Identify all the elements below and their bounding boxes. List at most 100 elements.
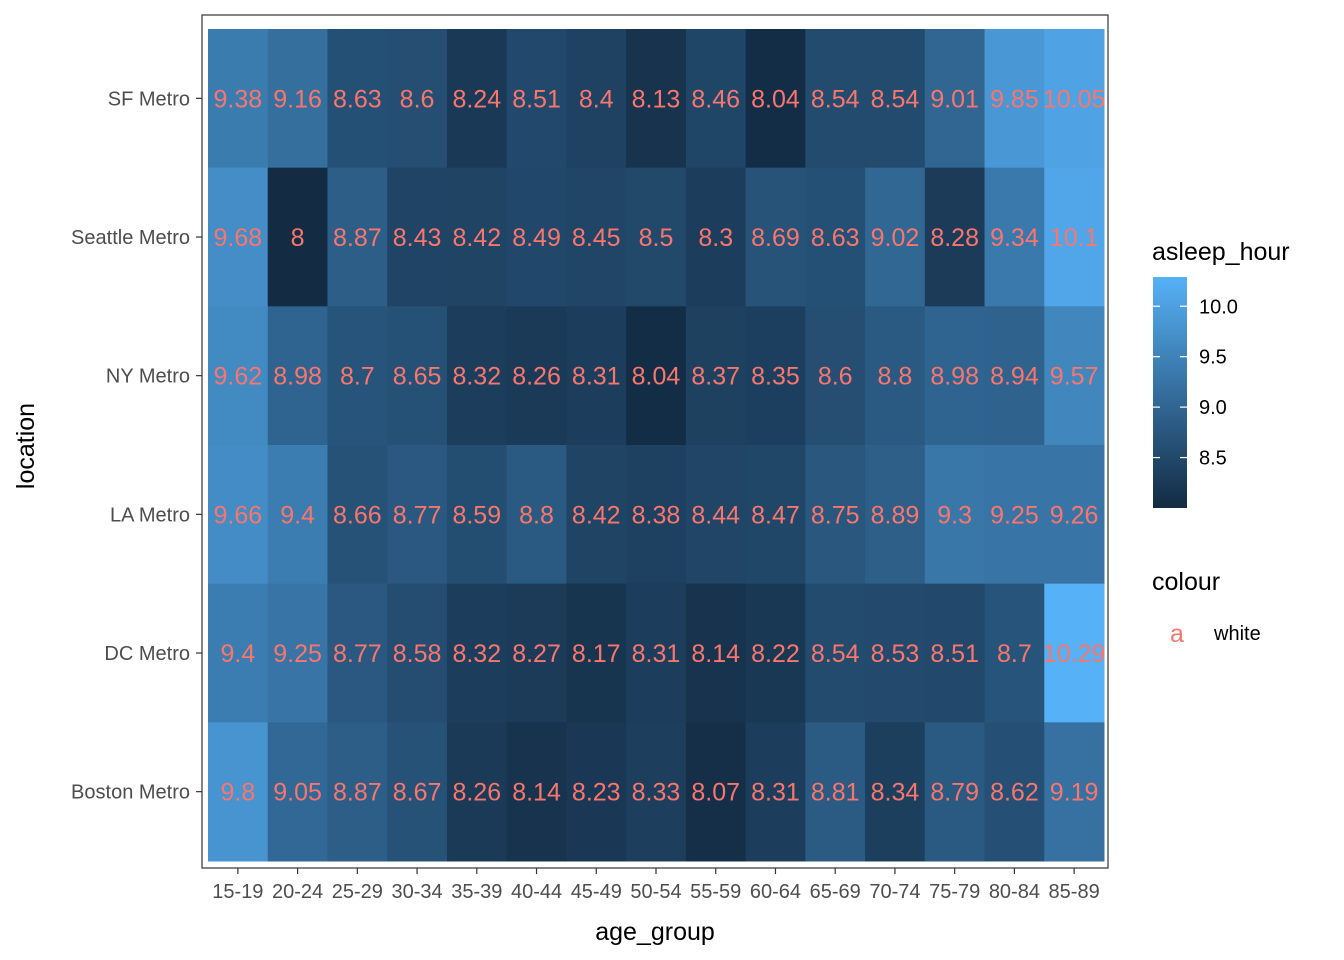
tile-value-label: 9.4 [280,501,315,529]
tile-value-label: 9.85 [990,85,1039,113]
colour-legend-label: white [1213,623,1261,645]
heatmap-tile [865,445,926,585]
tile-value-label: 9.3 [937,501,972,529]
tile-value-label: 8.8 [519,501,554,529]
x-tick-label: 85-89 [1049,881,1100,903]
panel-border [201,14,1109,869]
tile-value-label: 10.1 [1050,224,1099,252]
heatmap-tile [208,167,269,307]
heatmap-tile [805,722,866,862]
tile-value-label: 8.6 [400,85,435,113]
tile-value-label: 8.7 [340,363,375,391]
heatmap-tile [984,445,1045,585]
tile-value-label: 9.68 [214,224,263,252]
tile-value-label: 9.38 [214,85,263,113]
x-tick-label: 30-34 [391,881,442,903]
tile-value-label: 8.35 [751,363,800,391]
tile-value-label: 8.62 [990,779,1039,807]
heatmap-tile [446,583,508,723]
tile-value-label: 8.14 [691,640,740,668]
tile-value-label: 8.13 [632,85,681,113]
heatmap-tile [446,445,508,585]
x-tick-label: 25-29 [332,881,383,903]
heatmap-tile [267,583,328,723]
heatmap-tile [1044,167,1105,307]
heatmap-tile [446,167,508,307]
heatmap-tile [566,167,627,307]
heatmap-tile [387,722,448,862]
heatmap-tile [506,29,567,169]
tile-value-label: 8.46 [691,85,740,113]
tile-value-label: 9.34 [990,224,1039,252]
heatmap-tile [745,167,806,307]
heatmap-tile [1044,722,1105,862]
tile-value-label: 8.53 [871,640,920,668]
heatmap-tile [805,29,866,169]
heatmap-tile [984,167,1045,307]
fill-legend-colorbar [1153,277,1187,508]
heatmap-tile [924,29,986,169]
y-axis-title: location [12,403,40,489]
tile-value-label: 8.28 [930,224,979,252]
tile-value-label: 8.75 [811,501,860,529]
heatmap-tile [685,445,747,585]
tile-value-label: 8.65 [393,363,442,391]
tile-value-label: 8.4 [579,85,614,113]
x-tick-label: 65-69 [810,881,861,903]
tile-value-label: 8.43 [393,224,442,252]
y-tick-label: NY Metro [106,366,190,388]
tile-value-label: 8.42 [572,501,621,529]
x-tick-label: 35-39 [451,881,502,903]
tile-value-label: 8.51 [512,85,561,113]
tile-value-label: 8.63 [333,85,382,113]
tile-value-label: 8.47 [751,501,800,529]
heatmap-tile [267,722,328,862]
heatmap-tile [865,306,926,446]
tile-value-label: 8.87 [333,779,382,807]
tile-value-label: 8.69 [751,224,800,252]
colour-legend-key-glyph: a [1170,620,1184,648]
tile-value-label: 8.38 [632,501,681,529]
heatmap-tile [805,167,866,307]
tile-value-label: 8.6 [818,363,853,391]
tile-value-label: 8.33 [632,779,681,807]
x-tick-label: 45-49 [571,881,622,903]
colour-legend: colour a white [1152,568,1261,648]
heatmap-tile [865,583,926,723]
heatmap-tile [566,306,627,446]
tile-value-label: 8.44 [691,501,740,529]
heatmap-tile [387,583,448,723]
heatmap-tile [865,167,926,307]
heatmap-tile [566,445,627,585]
tile-value-label: 9.57 [1050,363,1099,391]
fill-legend-title: asleep_hour [1152,238,1290,266]
heatmap-tile [446,722,508,862]
heatmap-tile [506,583,567,723]
tile-value-label: 9.26 [1050,501,1099,529]
heatmap-tile [924,306,986,446]
heatmap-tile [208,583,269,723]
heatmap-tile [805,583,866,723]
heatmap-tile [208,29,269,169]
fill-legend-break-label: 10.0 [1199,296,1238,318]
x-tick-label: 70-74 [869,881,920,903]
heatmap-tile [745,306,806,446]
heatmap-tile [924,722,986,862]
x-axis: 15-19 20-24 25-29 30-34 35-39 40-44 45-49 50-54… [212,868,1100,903]
x-tick-label: 15-19 [212,881,263,903]
heatmap-tile [626,306,687,446]
fill-legend-break-label: 9.0 [1199,397,1227,419]
heatmap-tile [924,445,986,585]
y-tick-label: SF Metro [108,88,190,110]
tile-value-label: 8.26 [452,779,501,807]
heatmap-tile [745,445,806,585]
y-tick-label: LA Metro [110,504,190,526]
tile-value-label: 8.98 [930,363,979,391]
tile-value-label: 8.32 [452,363,501,391]
x-tick-label: 55-59 [690,881,741,903]
tile-value-label: 8.51 [930,640,979,668]
heatmap-tile [327,445,388,585]
heatmap-tile [506,306,567,446]
tile-value-label: 9.4 [220,640,255,668]
